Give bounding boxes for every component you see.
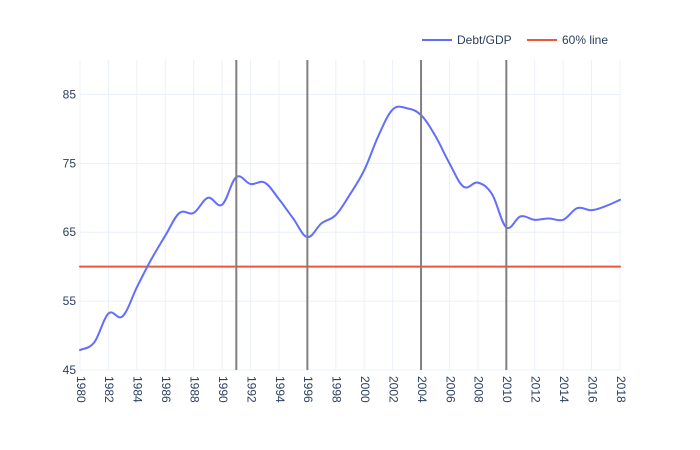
axis-layer: 45 55 65 75 85 1980 1982 1984 1986 1988 1990 1992 19… xyxy=(63,87,628,403)
x-tick-label: 1986 xyxy=(159,376,173,403)
x-tick-label: 1996 xyxy=(301,376,315,403)
x-tick-label: 1982 xyxy=(102,376,116,403)
x-tick-label: 2018 xyxy=(614,376,628,403)
x-tick-label: 2008 xyxy=(472,376,486,403)
legend-item-sixty-percent-line[interactable]: 60% line xyxy=(527,33,608,47)
x-tick-label: 1980 xyxy=(74,376,88,403)
grid-layer xyxy=(79,60,621,371)
x-tick-label: 2014 xyxy=(557,376,571,403)
legend[interactable]: Debt/GDP 60% line xyxy=(422,33,608,47)
legend-label: Debt/GDP xyxy=(457,33,512,47)
x-tick-label: 2016 xyxy=(585,376,599,403)
y-tick-label: 55 xyxy=(63,294,77,308)
vertical-lines-layer xyxy=(235,60,508,370)
x-tick-label: 2002 xyxy=(386,376,400,403)
x-tick-label: 2000 xyxy=(358,376,372,403)
x-tick-label: 1998 xyxy=(330,376,344,403)
debt-gdp-series-line[interactable] xyxy=(79,105,621,352)
series-layer xyxy=(79,105,621,352)
x-tick-label: 2006 xyxy=(443,376,457,403)
x-tick-label: 2010 xyxy=(500,376,514,403)
y-tick-label: 85 xyxy=(63,87,77,101)
legend-item-debt-gdp[interactable]: Debt/GDP xyxy=(422,33,512,47)
x-tick-label: 1994 xyxy=(273,376,287,403)
x-tick-label: 1984 xyxy=(131,376,145,403)
y-tick-label: 45 xyxy=(63,363,77,377)
x-tick-label: 2012 xyxy=(529,376,543,403)
x-tick-label: 1992 xyxy=(244,376,258,403)
y-tick-label: 65 xyxy=(63,225,77,239)
y-tick-label: 75 xyxy=(63,156,77,170)
x-tick-label: 1990 xyxy=(216,376,230,403)
x-tick-label: 2004 xyxy=(415,376,429,403)
legend-label: 60% line xyxy=(562,33,608,47)
x-tick-label: 1988 xyxy=(188,376,202,403)
